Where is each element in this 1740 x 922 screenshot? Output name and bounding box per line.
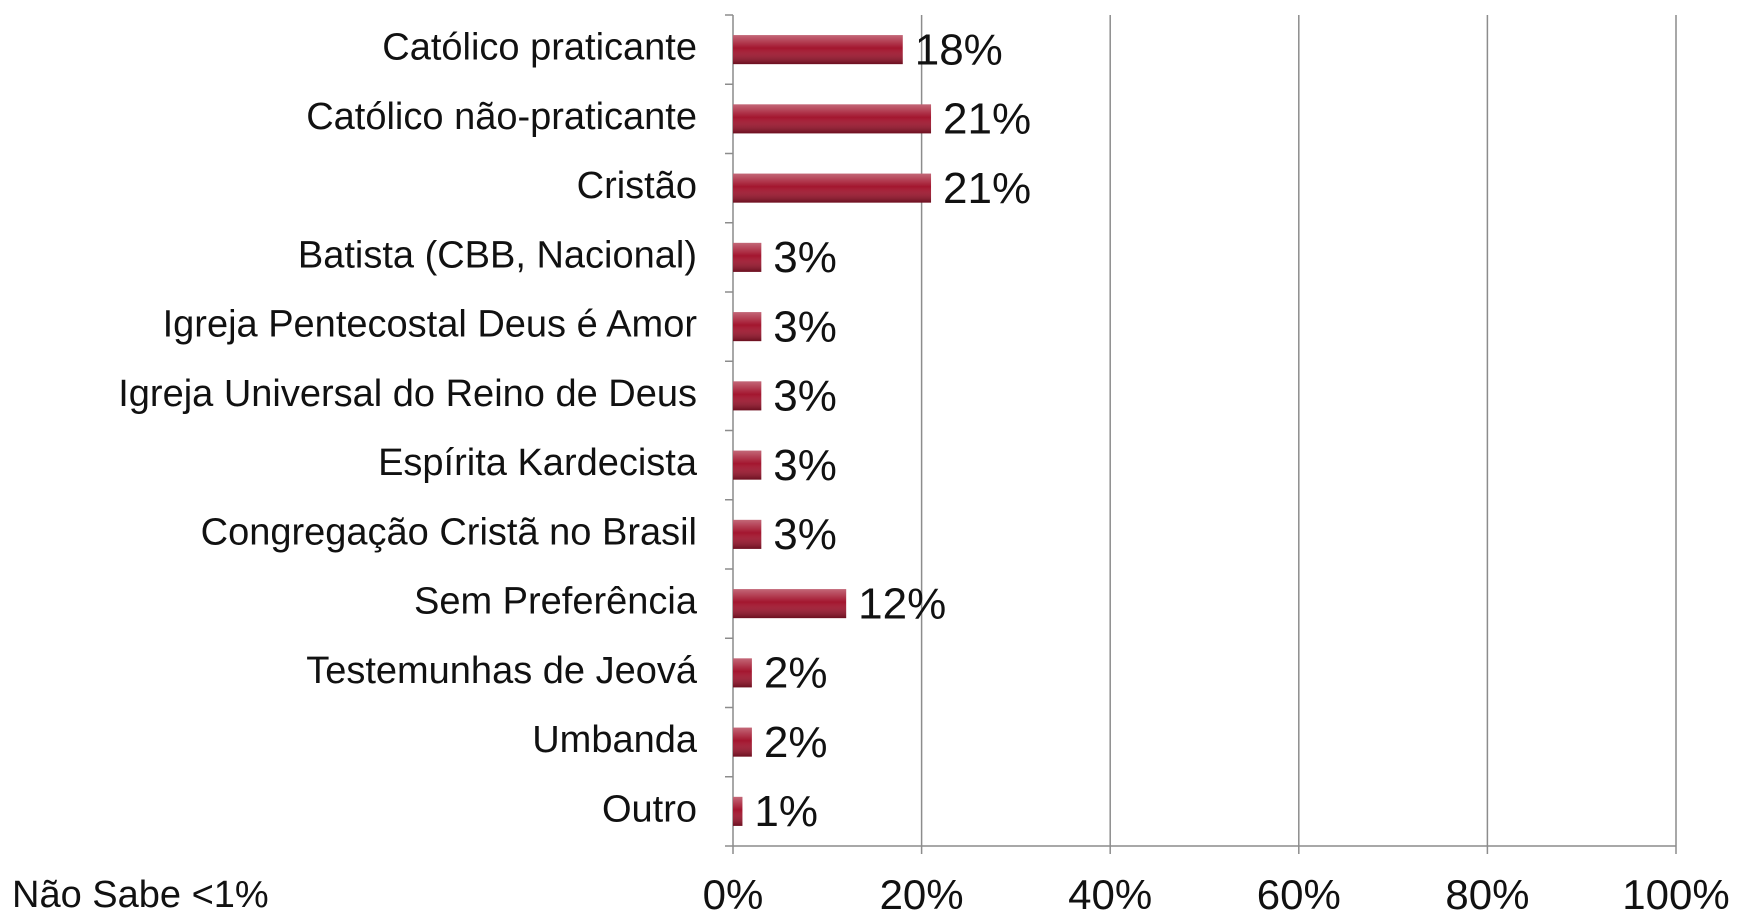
annotation: Não Sabe <1% <box>12 874 269 916</box>
y-tick-label: Católico não-praticante <box>306 96 697 138</box>
bar-shade <box>733 589 847 619</box>
bar-shade <box>733 658 752 688</box>
y-tick-label: Testemunhas de Jeová <box>306 650 698 692</box>
bar-shade <box>733 381 762 411</box>
y-tick-label: Espírita Kardecista <box>378 442 698 484</box>
x-tick-label: 80% <box>1445 871 1529 918</box>
y-tick-label: Católico praticante <box>382 27 697 69</box>
x-tick-label: 100% <box>1622 871 1729 918</box>
x-tick-label: 60% <box>1257 871 1341 918</box>
x-tick-label: 0% <box>703 871 764 918</box>
bar-shade <box>733 312 762 342</box>
y-tick-label: Batista (CBB, Nacional) <box>298 234 697 276</box>
value-label: 12% <box>858 579 946 628</box>
value-label: 3% <box>773 302 837 351</box>
value-label: 3% <box>773 441 837 490</box>
value-label: 21% <box>943 95 1031 144</box>
value-label: 18% <box>915 25 1003 74</box>
x-tick-label: 40% <box>1068 871 1152 918</box>
bar-shade <box>733 242 762 272</box>
value-label: 3% <box>773 372 837 421</box>
y-tick-label: Igreja Universal do Reino de Deus <box>118 373 697 415</box>
value-label: 3% <box>773 510 837 559</box>
value-label: 2% <box>764 649 828 698</box>
y-tick-label: Igreja Pentecostal Deus é Amor <box>163 304 698 346</box>
bar-shade <box>733 35 903 65</box>
bar-shade <box>733 519 762 549</box>
y-tick-label: Sem Preferência <box>414 581 698 623</box>
bar-shade <box>733 450 762 480</box>
y-tick-label: Outro <box>602 788 697 830</box>
bar-shade <box>733 104 932 134</box>
y-tick-label: Cristão <box>577 165 697 207</box>
value-label: 3% <box>773 233 837 282</box>
value-label: 1% <box>754 787 818 836</box>
bar-shade <box>733 796 743 826</box>
y-tick-label: Umbanda <box>532 719 698 761</box>
value-label: 21% <box>943 164 1031 213</box>
x-tick-label: 20% <box>880 871 964 918</box>
bar-shade <box>733 173 932 203</box>
y-tick-label: Congregação Cristã no Brasil <box>201 511 697 553</box>
value-label: 2% <box>764 718 828 767</box>
bar-shade <box>733 727 752 757</box>
